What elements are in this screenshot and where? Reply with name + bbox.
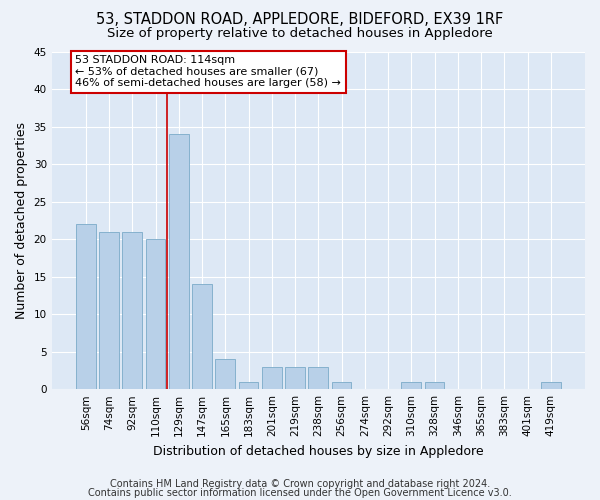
Bar — [146, 239, 166, 389]
Bar — [76, 224, 95, 389]
Bar — [99, 232, 119, 389]
Y-axis label: Number of detached properties: Number of detached properties — [15, 122, 28, 319]
Text: Contains public sector information licensed under the Open Government Licence v3: Contains public sector information licen… — [88, 488, 512, 498]
Bar — [262, 366, 282, 389]
Bar — [239, 382, 259, 389]
Bar — [308, 366, 328, 389]
Bar — [401, 382, 421, 389]
Bar — [541, 382, 561, 389]
Text: Size of property relative to detached houses in Appledore: Size of property relative to detached ho… — [107, 28, 493, 40]
Text: Contains HM Land Registry data © Crown copyright and database right 2024.: Contains HM Land Registry data © Crown c… — [110, 479, 490, 489]
Text: 53 STADDON ROAD: 114sqm
← 53% of detached houses are smaller (67)
46% of semi-de: 53 STADDON ROAD: 114sqm ← 53% of detache… — [76, 56, 341, 88]
Bar — [169, 134, 188, 389]
Bar — [425, 382, 445, 389]
Bar — [192, 284, 212, 389]
Bar — [215, 359, 235, 389]
Text: 53, STADDON ROAD, APPLEDORE, BIDEFORD, EX39 1RF: 53, STADDON ROAD, APPLEDORE, BIDEFORD, E… — [97, 12, 503, 28]
Bar — [332, 382, 352, 389]
X-axis label: Distribution of detached houses by size in Appledore: Distribution of detached houses by size … — [153, 444, 484, 458]
Bar — [285, 366, 305, 389]
Bar — [122, 232, 142, 389]
